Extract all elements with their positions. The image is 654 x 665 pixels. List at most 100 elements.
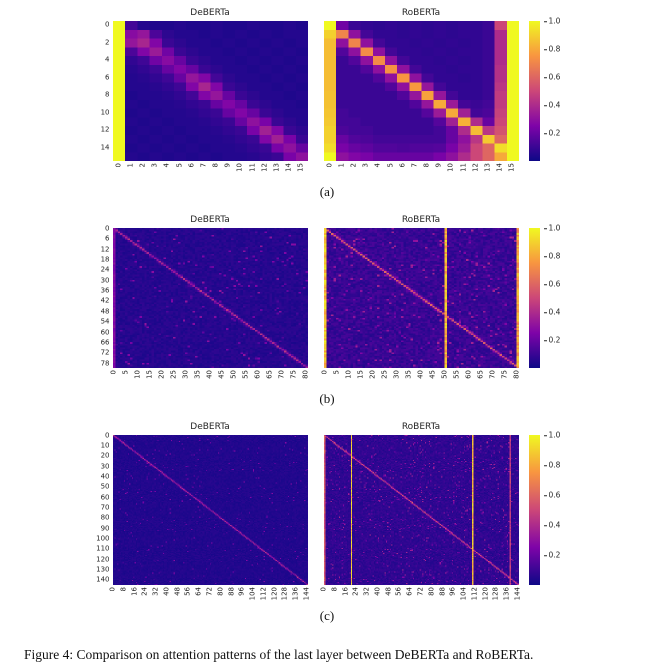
x-tick-label: 128 — [491, 587, 500, 601]
roberta-plot: RoBERTa 0 8 16 24 32 40 48 56 64 72 80 88 96 104 112 120… — [320, 422, 522, 606]
x-tick-label: 60 — [253, 370, 262, 379]
deberta-plot: DeBERTa 0 8 16 24 32 40 48 56 64 72 80 88 96 104 112 120… — [109, 422, 311, 606]
x-tick-label: 56 — [394, 587, 403, 596]
x-tick-label: 55 — [452, 370, 461, 379]
colorbar: 1.0 0.8 0.6 0.4 0.2 — [528, 224, 566, 368]
colorbar-tick-label: 0.4 — [544, 521, 561, 529]
x-axis-ticks: 0 5 10 15 20 25 30 35 40 45 50 55 60 65 70 75 80 — [109, 368, 310, 389]
x-tick-label: 88 — [438, 587, 447, 596]
y-tick-label: 54 — [100, 317, 110, 326]
x-tick-label: 6 — [187, 163, 196, 168]
colorbar-tick-label: 0.2 — [544, 336, 561, 344]
x-tick-label: 64 — [405, 587, 414, 596]
roberta-heatmap-canvas — [323, 435, 519, 585]
y-tick-label: 110 — [96, 544, 110, 553]
y-tick-label: 60 — [100, 328, 110, 337]
panel-label: (a) — [319, 184, 335, 199]
x-tick-label: 4 — [373, 163, 382, 168]
x-tick-label: 30 — [392, 370, 401, 379]
x-tick-label: 9 — [223, 163, 232, 168]
roberta-heatmap-canvas — [323, 228, 519, 368]
y-tick-label: 6 — [105, 234, 110, 243]
colorbar-tick-label: 0.4 — [544, 101, 561, 109]
x-tick-label: 50 — [229, 370, 238, 379]
y-axis-ticks: 0 10 20 30 40 50 60 70 80 90 100 110 120 130 140 — [89, 431, 113, 585]
x-tick-label: 11 — [459, 163, 468, 172]
x-tick-label: 5 — [386, 163, 395, 168]
x-tick-label: 12 — [471, 163, 480, 172]
x-axis-ticks: 0 1 2 3 4 5 6 7 8 9 10 11 12 13 14 15 — [113, 161, 308, 182]
y-tick-label: 42 — [100, 296, 110, 305]
x-tick-label: 6 — [398, 163, 407, 168]
colorbar-tick-label: 0.6 — [544, 280, 561, 288]
y-tick-label: 78 — [100, 359, 110, 368]
plots-row: 0 6 12 18 24 30 36 42 48 54 60 66 72 78 DeBERTa 0 5 10 15 2… — [89, 215, 566, 389]
y-tick-label: 10 — [100, 441, 110, 450]
x-tick-label: 88 — [227, 587, 236, 596]
y-tick-label: 100 — [96, 534, 110, 543]
colorbar-tick-label: 1.0 — [544, 17, 561, 25]
y-tick-label: 90 — [100, 524, 110, 533]
x-tick-label: 10 — [446, 163, 455, 172]
x-tick-label: 24 — [140, 587, 149, 596]
x-tick-label: 72 — [205, 587, 214, 596]
colorbar-gradient — [528, 21, 540, 161]
x-tick-label: 48 — [173, 587, 182, 596]
y-tick-label: 8 — [105, 90, 110, 99]
x-tick-label: 15 — [507, 163, 516, 172]
x-tick-label: 10 — [344, 370, 353, 379]
x-tick-label: 48 — [384, 587, 393, 596]
x-tick-label: 70 — [277, 370, 286, 379]
y-tick-label: 140 — [96, 575, 110, 584]
x-tick-label: 8 — [119, 587, 128, 592]
colorbar-tick-label: 1.0 — [544, 431, 561, 439]
y-tick-label: 36 — [100, 286, 110, 295]
x-tick-label: 13 — [272, 163, 281, 172]
y-tick-label: 50 — [100, 482, 110, 491]
x-tick-label: 112 — [259, 587, 268, 601]
colorbar-tick-label: 0.8 — [544, 45, 561, 53]
plot-title: DeBERTa — [190, 8, 230, 18]
x-tick-label: 4 — [162, 163, 171, 168]
x-tick-label: 8 — [211, 163, 220, 168]
colorbar-tick-label: 0.2 — [544, 551, 561, 559]
x-tick-label: 2 — [138, 163, 147, 168]
x-tick-label: 24 — [351, 587, 360, 596]
colorbar: 1.0 0.8 0.6 0.4 0.2 — [528, 17, 566, 161]
deberta-plot: DeBERTa 0 1 2 3 4 5 6 7 8 9 10 11 12 13 14 15 — [112, 8, 308, 182]
x-tick-label: 3 — [150, 163, 159, 168]
y-tick-label: 48 — [100, 307, 110, 316]
y-tick-label: 14 — [100, 143, 110, 152]
x-axis-ticks: 0 5 10 15 20 25 30 35 40 45 50 55 60 65 70 75 80 — [320, 368, 521, 389]
y-tick-label: 10 — [100, 108, 110, 117]
deberta-heatmap-canvas — [112, 228, 308, 368]
y-tick-label: 30 — [100, 276, 110, 285]
colorbar-gradient — [528, 228, 540, 368]
colorbar-ticks: 1.0 0.8 0.6 0.4 0.2 — [540, 431, 566, 585]
x-tick-label: 80 — [301, 370, 310, 379]
x-tick-label: 32 — [151, 587, 160, 596]
y-tick-label: 72 — [100, 348, 110, 357]
y-tick-label: 18 — [100, 255, 110, 264]
y-tick-label: 0 — [105, 431, 110, 440]
x-tick-label: 60 — [464, 370, 473, 379]
y-tick-label: 12 — [100, 245, 110, 254]
x-tick-label: 2 — [349, 163, 358, 168]
y-tick-label: 60 — [100, 493, 110, 502]
plot-title: DeBERTa — [190, 422, 230, 432]
figure-caption: Figure 4: Comparison on attention patter… — [24, 647, 534, 662]
panel-label: (b) — [319, 391, 335, 406]
figure-panel: 0 6 12 18 24 30 36 42 48 54 60 66 72 78 DeBERTa 0 5 10 15 2… — [89, 215, 566, 407]
x-tick-label: 35 — [404, 370, 413, 379]
y-tick-label: 0 — [105, 20, 110, 29]
x-tick-label: 96 — [237, 587, 246, 596]
colorbar-tick-label: 0.2 — [544, 129, 561, 137]
y-tick-label: 30 — [100, 462, 110, 471]
x-tick-label: 40 — [416, 370, 425, 379]
colorbar-tick-label: 0.8 — [544, 461, 561, 469]
y-tick-label: 66 — [100, 338, 110, 347]
y-tick-label: 24 — [100, 265, 110, 274]
roberta-heatmap-canvas — [323, 21, 519, 161]
x-tick-label: 80 — [427, 587, 436, 596]
x-tick-label: 14 — [495, 163, 504, 172]
